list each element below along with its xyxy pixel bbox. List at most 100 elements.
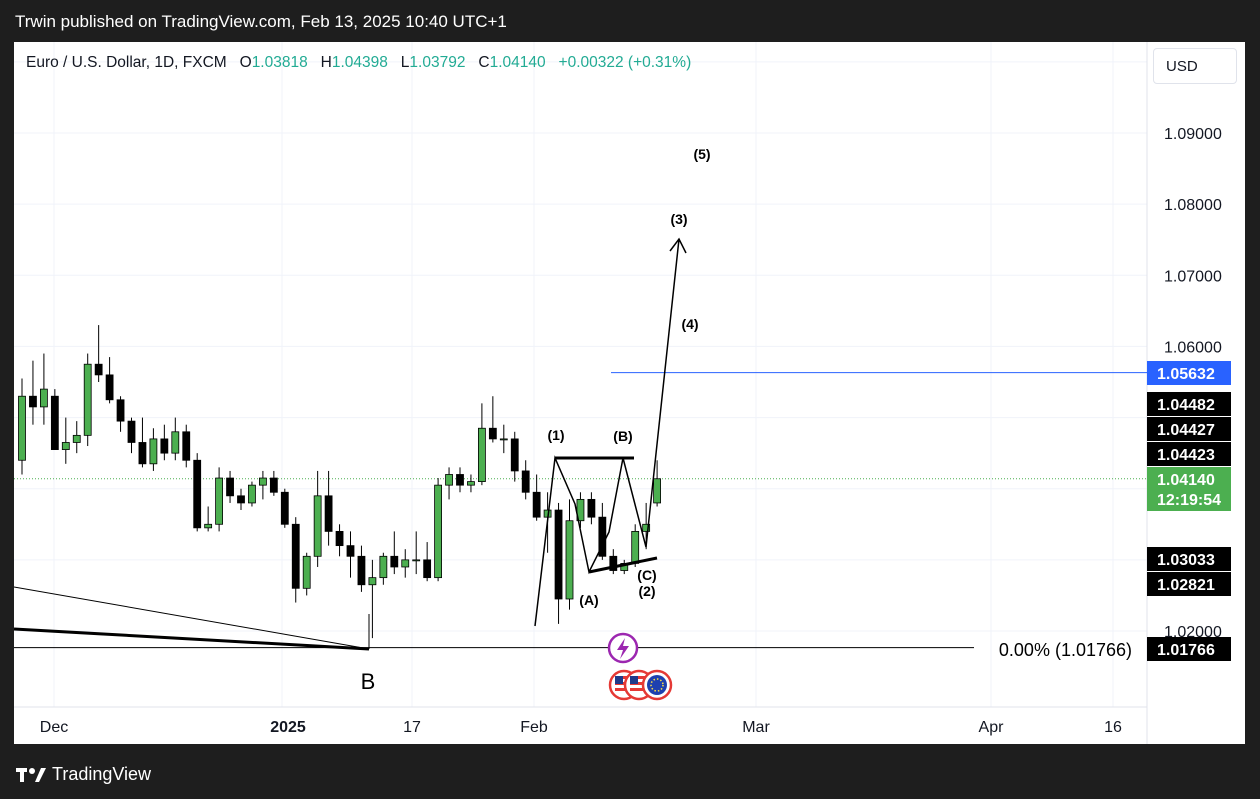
candle-body	[204, 523, 213, 529]
price-tag-bg	[1147, 547, 1231, 571]
price-tag-label: 1.05632	[1157, 366, 1215, 383]
x-axis[interactable]: Dec 2025 17 Feb Mar Apr 16	[40, 719, 1122, 736]
y-tick-label: 1.07000	[1164, 268, 1222, 285]
candle-body	[379, 555, 388, 579]
candle-body	[50, 395, 59, 450]
candle-body	[653, 478, 661, 504]
legend-low-label: L	[400, 54, 410, 71]
wave-label-3: (3)	[670, 211, 687, 227]
candle-body	[477, 427, 486, 483]
candle-body	[248, 484, 256, 504]
candle-body	[642, 523, 651, 532]
candle-body	[357, 555, 366, 586]
price-tag-label: 1.01766	[1157, 642, 1215, 659]
price-tag-countdown: 12:19:54	[1157, 492, 1221, 509]
candle-body	[390, 555, 399, 568]
price-tag-label: 1.04427	[1157, 422, 1215, 439]
wave-label-C: (C)	[637, 567, 656, 583]
candle-body	[467, 481, 475, 486]
y-axis[interactable]: 1.09000 1.08000 1.07000 1.06000 1.02000	[1164, 126, 1222, 641]
candle-body	[302, 555, 311, 589]
wave-path[interactable]	[534, 238, 680, 627]
fib-level-label: 0.00% (1.01766)	[999, 640, 1132, 660]
trendline-long-a[interactable]	[14, 627, 370, 651]
trendline-long-b[interactable]	[14, 586, 370, 650]
x-tick-label: Mar	[742, 719, 770, 736]
price-tag-bg	[1147, 467, 1231, 511]
y-tick-label: 1.09000	[1164, 126, 1222, 143]
x-tick-label: Dec	[40, 719, 68, 736]
candle-body	[445, 474, 453, 486]
candle-body	[226, 477, 234, 497]
candle-body	[280, 491, 289, 525]
candle-body	[335, 530, 344, 547]
candle-body	[171, 431, 180, 454]
currency-button[interactable]: USD	[1153, 48, 1237, 84]
y-tick-label: 1.06000	[1164, 339, 1222, 356]
wave-label-2: (2)	[638, 583, 655, 599]
candle-body	[269, 477, 278, 493]
publish-text: Trwin published on TradingView.com, Feb …	[15, 12, 507, 31]
candle-body	[105, 374, 114, 401]
price-tag-bg	[1147, 361, 1231, 385]
candles	[18, 325, 661, 639]
legend-close-label: C	[478, 54, 490, 71]
overlay: (1) (B) (A) (C) (2) (3) (4) (5) B 0.00% …	[14, 146, 1132, 701]
candle-body	[61, 442, 70, 450]
candle-body	[258, 477, 267, 486]
price-tags: 1.05632 1.04482 1.04427 1.04423 1.04140 12:19…	[1147, 361, 1231, 661]
candle-body	[423, 559, 432, 579]
legend-change: +0.00322 (+0.31%)	[558, 54, 692, 71]
publish-header: Trwin published on TradingView.com, Feb …	[0, 0, 1260, 42]
candle-body	[149, 438, 158, 465]
candle-body	[587, 498, 596, 518]
legend-symbol: Euro / U.S. Dollar, 1D, FXCM	[26, 54, 227, 71]
candle-body	[83, 363, 92, 436]
candle-body	[39, 388, 48, 408]
x-tick-label: 16	[1104, 719, 1122, 736]
candle-body	[72, 434, 81, 443]
x-tick-label: 17	[403, 719, 421, 736]
chart-frame[interactable]: (1) (B) (A) (C) (2) (3) (4) (5) B 0.00% …	[14, 42, 1245, 744]
candle-body	[554, 509, 563, 600]
legend-low: 1.03792	[409, 54, 466, 71]
symbol-legend: Euro / U.S. Dollar, 1D, FXCM O1.03818 H 1…	[26, 54, 691, 72]
x-tick-label: Apr	[979, 719, 1005, 736]
y-tick-label: 1.02000	[1164, 624, 1222, 641]
candle-body	[18, 395, 26, 461]
candle-body	[346, 545, 355, 557]
candle-body	[215, 477, 224, 525]
x-tick-label: Feb	[520, 719, 548, 736]
candle-body	[565, 520, 574, 600]
legend-open: 1.03818	[251, 54, 308, 71]
wave-label-4: (4)	[681, 316, 698, 332]
tradingview-brand: TradingView	[52, 764, 152, 784]
legend-close: 1.04140	[489, 54, 546, 71]
candle-body	[456, 474, 464, 486]
price-tag-bg	[1147, 417, 1231, 441]
price-tag-bg	[1147, 572, 1231, 596]
candle-body	[291, 523, 300, 589]
candle-body	[29, 395, 37, 408]
candle-body	[193, 459, 202, 529]
event-lightning-icon[interactable]	[607, 632, 639, 664]
legend-open-label: O	[239, 54, 252, 71]
price-tag-label: 1.02821	[1157, 577, 1215, 594]
candle-body	[401, 559, 410, 568]
tradingview-logo-icon	[16, 767, 46, 782]
candle-body	[499, 438, 508, 441]
tradingview-logo[interactable]: TradingView	[16, 764, 151, 785]
arrow-head-icon	[669, 237, 687, 254]
price-tag-bg	[1147, 637, 1231, 661]
candle-body	[127, 420, 136, 443]
grid	[14, 42, 1148, 744]
candle-body	[631, 530, 640, 564]
chart-svg[interactable]: (1) (B) (A) (C) (2) (3) (4) (5) B 0.00% …	[14, 42, 1245, 744]
trendline-lower[interactable]	[588, 556, 658, 574]
price-tag-bg	[1147, 442, 1231, 466]
legend-high-label: H	[320, 54, 332, 71]
candle-body	[160, 438, 169, 454]
candle-body	[488, 427, 497, 440]
candle-body	[313, 495, 322, 557]
event-eu-flag-icon[interactable]	[641, 669, 673, 701]
